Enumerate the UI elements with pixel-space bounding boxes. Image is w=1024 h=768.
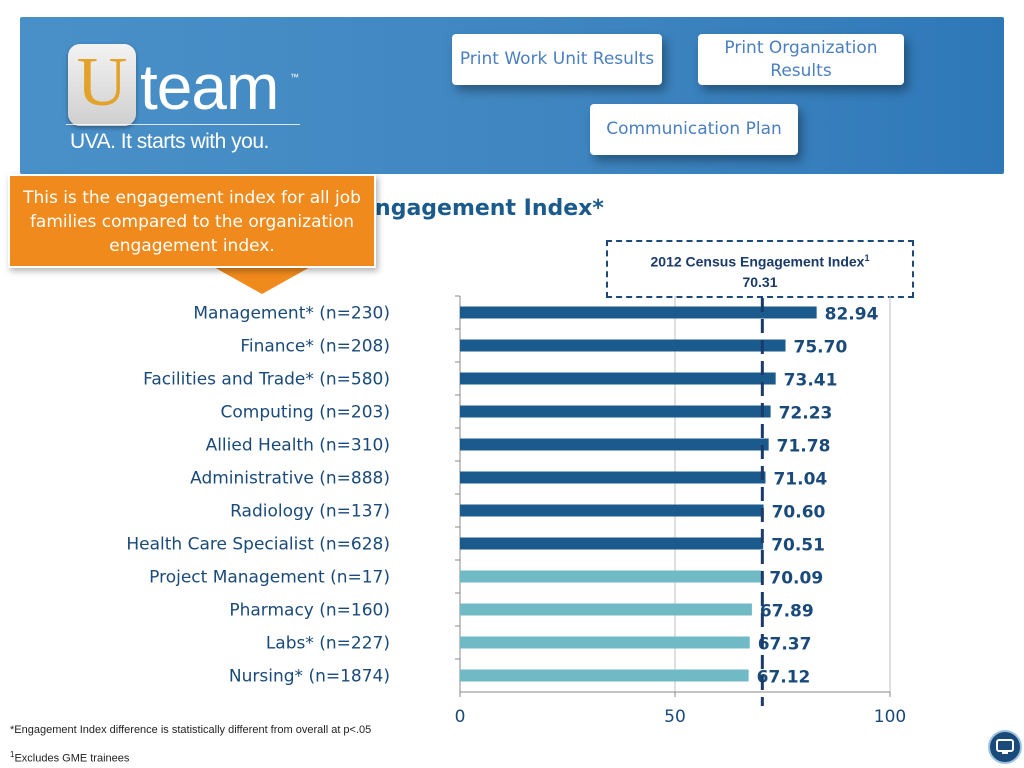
callout-pointer — [212, 266, 312, 294]
data-label: 75.70 — [794, 338, 848, 358]
census-superscript: 1 — [864, 253, 870, 263]
category-label: Nursing* (n=1874) — [229, 667, 390, 687]
print-organization-results-label: Print Organization Results — [724, 37, 878, 81]
bar — [460, 669, 749, 682]
category-label: Radiology (n=137) — [230, 502, 390, 522]
category-label: Computing (n=203) — [221, 403, 391, 423]
x-tick-label: 100 — [874, 707, 906, 727]
bar — [460, 306, 817, 319]
category-label: Management* (n=230) — [193, 304, 390, 324]
data-label: 71.78 — [777, 437, 831, 457]
bar — [460, 438, 769, 451]
data-label: 72.23 — [779, 404, 833, 424]
logo-letter: U — [76, 44, 128, 121]
communication-plan-button[interactable]: Communication Plan — [590, 104, 798, 155]
bar — [460, 372, 776, 385]
bar — [460, 471, 766, 484]
logo-divider — [66, 124, 300, 125]
census-label: 2012 Census Engagement Index — [650, 253, 865, 270]
print-organization-results-button[interactable]: Print Organization Results — [698, 34, 904, 85]
data-label: 73.41 — [784, 371, 838, 391]
category-label: Finance* (n=208) — [240, 337, 390, 357]
gme-footnote-marker: 1 — [10, 750, 15, 759]
bar — [460, 570, 762, 583]
data-label: 67.89 — [760, 602, 814, 622]
screen-icon[interactable] — [988, 730, 1022, 764]
x-tick-label: 0 — [455, 707, 466, 727]
bar — [460, 603, 752, 616]
category-label: Administrative (n=888) — [190, 469, 390, 489]
category-label: Allied Health (n=310) — [206, 436, 390, 456]
category-label: Pharmacy (n=160) — [229, 601, 390, 621]
callout-text: This is the engagement index for all job… — [23, 188, 361, 256]
category-label: Health Care Specialist (n=628) — [126, 535, 390, 555]
category-label: Project Management (n=17) — [149, 568, 390, 588]
bar — [460, 537, 764, 550]
print-work-unit-results-label: Print Work Unit Results — [459, 49, 655, 69]
bar — [460, 405, 771, 418]
bar — [460, 339, 786, 352]
data-label: 67.12 — [757, 668, 811, 688]
uteam-logo-badge: U — [68, 44, 136, 126]
census-engagement-box: 2012 Census Engagement Index1 70.31 — [606, 240, 914, 298]
data-label: 70.51 — [771, 536, 825, 556]
x-tick-label: 50 — [664, 707, 686, 727]
bar — [460, 636, 750, 649]
significance-footnote: *Engagement Index difference is statisti… — [10, 724, 372, 736]
gme-footnote-text: Excludes GME trainees — [14, 752, 130, 765]
engagement-callout: This is the engagement index for all job… — [8, 174, 376, 268]
data-label: 82.94 — [825, 305, 879, 325]
data-label: 70.09 — [769, 569, 823, 589]
bar — [460, 504, 764, 517]
logo-tagline: UVA. It starts with you. — [70, 130, 269, 153]
census-value: 70.31 — [742, 273, 778, 290]
category-label: Labs* (n=227) — [266, 634, 390, 654]
data-label: 71.04 — [773, 470, 827, 490]
data-label: 67.37 — [758, 635, 812, 655]
gme-footnote: 1Excludes GME trainees — [10, 750, 129, 765]
logo-wordmark: team — [140, 51, 279, 123]
logo-trademark: ™ — [290, 72, 299, 82]
print-work-unit-results-button[interactable]: Print Work Unit Results — [452, 34, 662, 85]
communication-plan-label: Communication Plan — [606, 119, 782, 139]
category-label: Facilities and Trade* (n=580) — [143, 370, 390, 390]
data-label: 70.60 — [772, 503, 826, 523]
